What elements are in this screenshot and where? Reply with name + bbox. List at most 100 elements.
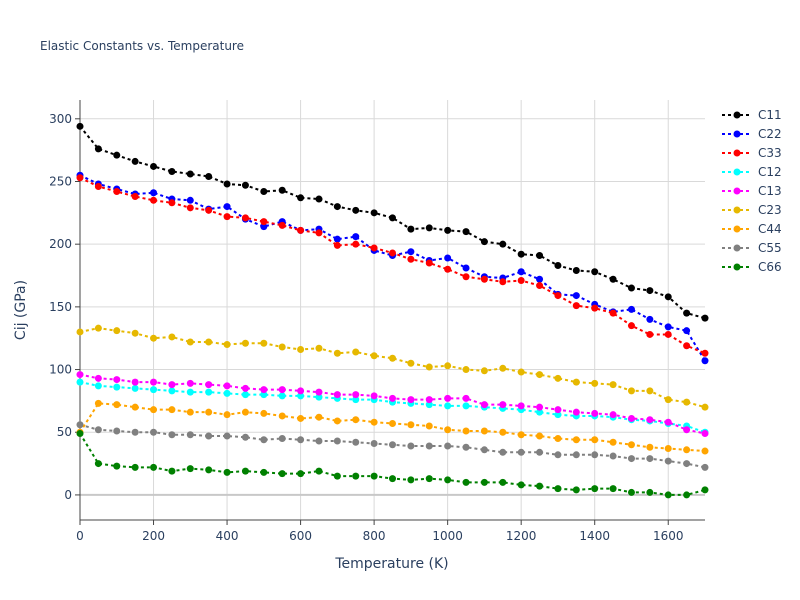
data-point [131,157,139,165]
legend-label: C44 [758,222,782,236]
data-point [499,448,507,456]
y-ticks: 0 50 100 150 200 250 300 [49,112,72,502]
data-point [462,443,470,451]
y-axis-title: Cij (GPa) [13,280,29,340]
data-point [444,476,452,484]
data-point [536,432,544,440]
data-point [150,334,158,342]
data-point [223,382,231,390]
data-point [168,199,176,207]
data-point [499,428,507,436]
legend-label: C12 [758,165,782,179]
legend[interactable]: C11 C22 C33 C12 C13 C23 C44 C55 C66 [722,108,782,274]
data-point [278,386,286,394]
legend-item-c55[interactable]: C55 [722,241,782,255]
data-point [554,374,562,382]
data-point [352,391,360,399]
legend-item-c13[interactable]: C13 [722,184,782,198]
data-point [113,188,121,196]
data-point [683,342,691,350]
data-point [444,426,452,434]
data-point [536,282,544,290]
data-point [536,371,544,379]
data-point [113,327,121,335]
data-point [150,196,158,204]
data-point [333,203,341,211]
data-point [76,378,84,386]
data-point [186,408,194,416]
data-point [462,228,470,236]
data-point [241,181,249,189]
data-point [407,476,415,484]
series-line [79,327,706,409]
legend-swatch-marker [733,187,741,195]
data-point [407,396,415,404]
series-c44 [76,399,709,455]
x-tick-label: 1400 [579,529,610,543]
data-point [389,441,396,449]
x-axis-title: Temperature (K) [334,556,448,572]
data-point [627,284,635,292]
data-point [664,445,672,453]
y-tick-label: 100 [49,363,72,377]
data-point [425,401,433,409]
data-point [168,406,176,414]
data-point [278,412,286,420]
data-point [241,214,249,222]
data-point [315,195,323,203]
data-point [352,438,360,446]
data-point [186,196,194,204]
data-point [572,408,580,416]
data-point [480,478,488,486]
data-point [480,427,488,435]
data-point [444,362,452,370]
data-point [444,394,452,402]
y-tick-label: 50 [57,425,72,439]
data-point [425,259,433,267]
legend-item-c66[interactable]: C66 [722,260,782,274]
data-point [554,292,562,300]
legend-label: C55 [758,241,782,255]
legend-item-c11[interactable]: C11 [722,108,782,122]
data-point [572,451,580,459]
legend-item-c23[interactable]: C23 [722,203,782,217]
data-point [572,267,580,275]
x-tick-label: 1200 [506,529,537,543]
data-point [94,324,102,332]
data-point [76,429,84,437]
data-point [536,482,544,490]
legend-item-c33[interactable]: C33 [722,146,782,160]
data-point [241,391,249,399]
data-point [297,345,305,353]
data-point [205,466,213,474]
legend-label: C33 [758,146,782,160]
data-point [94,145,102,153]
legend-item-c44[interactable]: C44 [722,222,782,236]
data-point [370,352,378,360]
x-tick-label: 200 [142,529,165,543]
x-ticks: 0 200 400 600 800 1000 1200 1400 1600 [76,529,683,543]
data-point [462,427,470,435]
data-point [462,402,470,410]
data-point [407,421,415,429]
data-point [150,428,158,436]
data-point [664,418,672,426]
axes [75,100,705,525]
data-point [591,379,599,387]
data-point [260,218,268,226]
legend-label: C11 [758,108,782,122]
data-point [627,414,635,422]
series-c66 [76,429,709,499]
legend-item-c12[interactable]: C12 [722,165,782,179]
data-point [241,339,249,347]
data-point [241,467,249,475]
data-point [609,452,617,460]
data-point [646,443,654,451]
data-point [333,417,341,425]
data-point [76,174,84,182]
data-point [186,388,194,396]
data-point [609,381,617,389]
data-point [352,396,360,404]
data-point [315,467,323,475]
legend-item-c22[interactable]: C22 [722,127,782,141]
